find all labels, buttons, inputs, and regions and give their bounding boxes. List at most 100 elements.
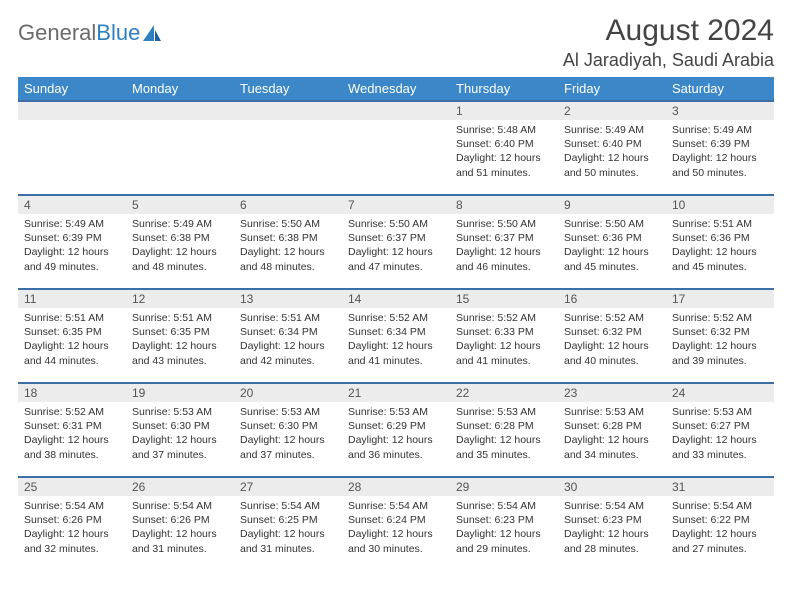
day-details: Sunrise: 5:54 AMSunset: 6:22 PMDaylight:… (666, 496, 774, 560)
calendar-cell: 9Sunrise: 5:50 AMSunset: 6:36 PMDaylight… (558, 195, 666, 289)
calendar-header-row: SundayMondayTuesdayWednesdayThursdayFrid… (18, 77, 774, 101)
calendar-cell: 28Sunrise: 5:54 AMSunset: 6:24 PMDayligh… (342, 477, 450, 571)
day-details: Sunrise: 5:53 AMSunset: 6:27 PMDaylight:… (666, 402, 774, 466)
title-block: August 2024 Al Jaradiyah, Saudi Arabia (563, 14, 774, 71)
calendar-week-row: 1Sunrise: 5:48 AMSunset: 6:40 PMDaylight… (18, 101, 774, 195)
calendar-body: 1Sunrise: 5:48 AMSunset: 6:40 PMDaylight… (18, 101, 774, 571)
day-details: Sunrise: 5:49 AMSunset: 6:39 PMDaylight:… (666, 120, 774, 184)
calendar-cell: 14Sunrise: 5:52 AMSunset: 6:34 PMDayligh… (342, 289, 450, 383)
calendar-week-row: 25Sunrise: 5:54 AMSunset: 6:26 PMDayligh… (18, 477, 774, 571)
day-number: 29 (450, 478, 558, 496)
day-number: 15 (450, 290, 558, 308)
calendar-table: SundayMondayTuesdayWednesdayThursdayFrid… (18, 77, 774, 571)
calendar-cell: 10Sunrise: 5:51 AMSunset: 6:36 PMDayligh… (666, 195, 774, 289)
day-details: Sunrise: 5:49 AMSunset: 6:40 PMDaylight:… (558, 120, 666, 184)
day-details: Sunrise: 5:51 AMSunset: 6:36 PMDaylight:… (666, 214, 774, 278)
day-details: Sunrise: 5:49 AMSunset: 6:38 PMDaylight:… (126, 214, 234, 278)
day-details: Sunrise: 5:53 AMSunset: 6:28 PMDaylight:… (450, 402, 558, 466)
calendar-cell: 13Sunrise: 5:51 AMSunset: 6:34 PMDayligh… (234, 289, 342, 383)
brand-logo: GeneralBlue (18, 14, 162, 46)
calendar-cell: 29Sunrise: 5:54 AMSunset: 6:23 PMDayligh… (450, 477, 558, 571)
calendar-cell (342, 101, 450, 195)
calendar-cell: 2Sunrise: 5:49 AMSunset: 6:40 PMDaylight… (558, 101, 666, 195)
calendar-cell: 24Sunrise: 5:53 AMSunset: 6:27 PMDayligh… (666, 383, 774, 477)
calendar-cell: 18Sunrise: 5:52 AMSunset: 6:31 PMDayligh… (18, 383, 126, 477)
calendar-week-row: 11Sunrise: 5:51 AMSunset: 6:35 PMDayligh… (18, 289, 774, 383)
day-number: 27 (234, 478, 342, 496)
weekday-header: Saturday (666, 77, 774, 101)
weekday-header: Monday (126, 77, 234, 101)
calendar-cell: 31Sunrise: 5:54 AMSunset: 6:22 PMDayligh… (666, 477, 774, 571)
day-number: 11 (18, 290, 126, 308)
day-number: 16 (558, 290, 666, 308)
day-number: 1 (450, 102, 558, 120)
calendar-cell: 30Sunrise: 5:54 AMSunset: 6:23 PMDayligh… (558, 477, 666, 571)
day-details: Sunrise: 5:54 AMSunset: 6:25 PMDaylight:… (234, 496, 342, 560)
day-details: Sunrise: 5:53 AMSunset: 6:30 PMDaylight:… (234, 402, 342, 466)
day-details: Sunrise: 5:52 AMSunset: 6:32 PMDaylight:… (558, 308, 666, 372)
day-number: 4 (18, 196, 126, 214)
brand-word2: Blue (96, 20, 140, 46)
brand-word1: General (18, 20, 96, 46)
calendar-cell: 1Sunrise: 5:48 AMSunset: 6:40 PMDaylight… (450, 101, 558, 195)
calendar-cell: 8Sunrise: 5:50 AMSunset: 6:37 PMDaylight… (450, 195, 558, 289)
calendar-cell (126, 101, 234, 195)
day-number: 31 (666, 478, 774, 496)
day-details: Sunrise: 5:52 AMSunset: 6:33 PMDaylight:… (450, 308, 558, 372)
day-details (234, 120, 342, 127)
calendar-cell (18, 101, 126, 195)
day-details: Sunrise: 5:54 AMSunset: 6:23 PMDaylight:… (558, 496, 666, 560)
day-number: 19 (126, 384, 234, 402)
day-details: Sunrise: 5:50 AMSunset: 6:37 PMDaylight:… (450, 214, 558, 278)
day-details (126, 120, 234, 127)
day-number: 10 (666, 196, 774, 214)
day-number (126, 102, 234, 120)
calendar-cell: 5Sunrise: 5:49 AMSunset: 6:38 PMDaylight… (126, 195, 234, 289)
day-number: 24 (666, 384, 774, 402)
weekday-header: Friday (558, 77, 666, 101)
day-details: Sunrise: 5:54 AMSunset: 6:23 PMDaylight:… (450, 496, 558, 560)
weekday-header: Thursday (450, 77, 558, 101)
day-details: Sunrise: 5:54 AMSunset: 6:26 PMDaylight:… (126, 496, 234, 560)
day-number: 7 (342, 196, 450, 214)
day-details: Sunrise: 5:50 AMSunset: 6:38 PMDaylight:… (234, 214, 342, 278)
calendar-cell: 17Sunrise: 5:52 AMSunset: 6:32 PMDayligh… (666, 289, 774, 383)
calendar-cell: 3Sunrise: 5:49 AMSunset: 6:39 PMDaylight… (666, 101, 774, 195)
day-number: 30 (558, 478, 666, 496)
calendar-cell: 23Sunrise: 5:53 AMSunset: 6:28 PMDayligh… (558, 383, 666, 477)
calendar-cell: 19Sunrise: 5:53 AMSunset: 6:30 PMDayligh… (126, 383, 234, 477)
day-details: Sunrise: 5:49 AMSunset: 6:39 PMDaylight:… (18, 214, 126, 278)
page-header: GeneralBlue August 2024 Al Jaradiyah, Sa… (18, 14, 774, 71)
day-details: Sunrise: 5:53 AMSunset: 6:30 PMDaylight:… (126, 402, 234, 466)
day-details: Sunrise: 5:52 AMSunset: 6:32 PMDaylight:… (666, 308, 774, 372)
day-number: 25 (18, 478, 126, 496)
calendar-cell: 21Sunrise: 5:53 AMSunset: 6:29 PMDayligh… (342, 383, 450, 477)
weekday-header: Tuesday (234, 77, 342, 101)
day-number: 5 (126, 196, 234, 214)
calendar-cell: 25Sunrise: 5:54 AMSunset: 6:26 PMDayligh… (18, 477, 126, 571)
day-details: Sunrise: 5:50 AMSunset: 6:36 PMDaylight:… (558, 214, 666, 278)
month-title: August 2024 (563, 14, 774, 48)
sail-icon (142, 24, 162, 42)
weekday-header: Wednesday (342, 77, 450, 101)
day-number (18, 102, 126, 120)
day-number: 3 (666, 102, 774, 120)
calendar-cell (234, 101, 342, 195)
day-number: 2 (558, 102, 666, 120)
calendar-cell: 12Sunrise: 5:51 AMSunset: 6:35 PMDayligh… (126, 289, 234, 383)
day-number: 20 (234, 384, 342, 402)
day-number: 12 (126, 290, 234, 308)
day-details (18, 120, 126, 127)
calendar-cell: 16Sunrise: 5:52 AMSunset: 6:32 PMDayligh… (558, 289, 666, 383)
day-number: 28 (342, 478, 450, 496)
day-number: 23 (558, 384, 666, 402)
calendar-cell: 6Sunrise: 5:50 AMSunset: 6:38 PMDaylight… (234, 195, 342, 289)
day-number: 22 (450, 384, 558, 402)
calendar-cell: 15Sunrise: 5:52 AMSunset: 6:33 PMDayligh… (450, 289, 558, 383)
day-details: Sunrise: 5:50 AMSunset: 6:37 PMDaylight:… (342, 214, 450, 278)
day-number: 6 (234, 196, 342, 214)
day-details: Sunrise: 5:52 AMSunset: 6:34 PMDaylight:… (342, 308, 450, 372)
day-number (234, 102, 342, 120)
calendar-cell: 20Sunrise: 5:53 AMSunset: 6:30 PMDayligh… (234, 383, 342, 477)
calendar-week-row: 4Sunrise: 5:49 AMSunset: 6:39 PMDaylight… (18, 195, 774, 289)
